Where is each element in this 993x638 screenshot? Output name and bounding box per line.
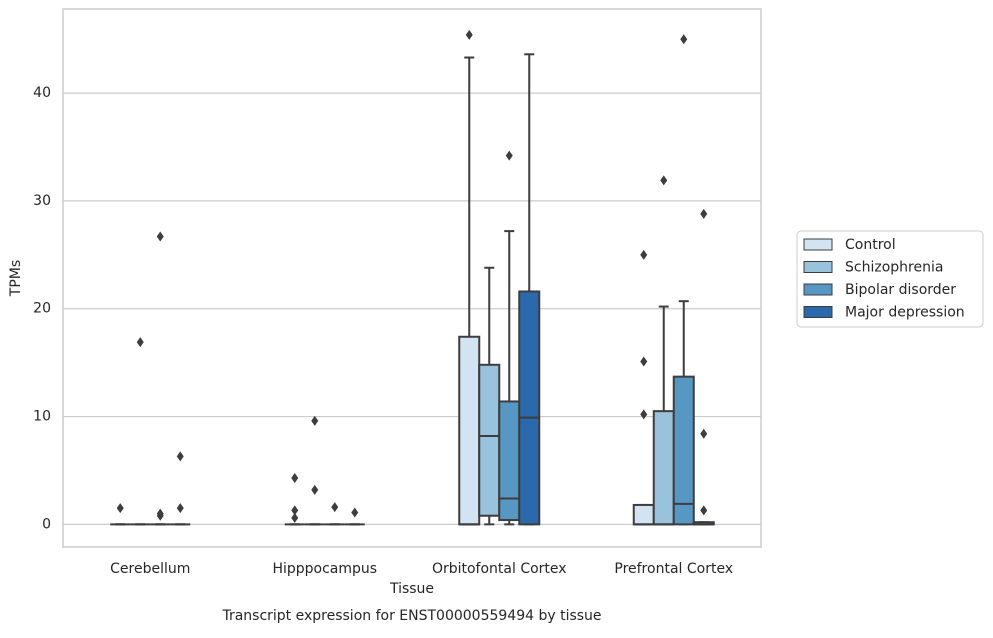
box [498,400,521,522]
y-tick-label: 10 [33,409,51,425]
outlier [660,175,668,186]
y-axis-label: TPMs [8,260,24,297]
outlier [351,507,359,518]
outlier [156,510,164,521]
outlier [136,337,144,348]
legend-frame [796,230,984,328]
plot-frame [62,8,762,548]
legend-swatch [803,261,833,273]
y-tick-label: 30 [33,193,51,209]
legend-label: Control [845,237,896,253]
outlier [291,472,299,483]
outlier [640,356,648,367]
outlier [291,512,299,523]
outlier [176,503,184,514]
outlier [700,428,708,439]
outlier [465,29,473,40]
x-axis-label: Tissue [389,581,434,597]
outlier [640,409,648,420]
y-tick-label: 40 [33,85,51,101]
x-tick-label: Hipppocampus [272,561,377,577]
x-tick-label: Cerebellum [110,561,190,577]
outlier [680,34,688,45]
box [632,503,655,526]
outlier [156,231,164,242]
box [518,290,541,526]
legend-label: Schizophrenia [845,260,943,276]
outlier [700,505,708,516]
outlier [331,502,339,513]
outlier [640,249,648,260]
legend-swatch [803,306,833,318]
outlier [116,503,124,514]
legend-swatch [803,283,833,296]
x-tick-label: Orbitofontal Cortex [432,561,567,577]
legend-label: Bipolar disorder [845,282,956,298]
box [672,375,695,526]
outlier [291,505,299,516]
outlier [311,415,319,426]
x-tick-label: Prefrontal Cortex [614,561,733,577]
outlier [311,484,319,495]
chart-title: Transcript expression for ENST0000055949… [221,608,601,624]
outlier [505,150,513,161]
legend-swatch [803,238,833,251]
y-tick-label: 0 [42,516,51,532]
box [478,363,501,517]
box [652,410,675,526]
legend-label: Major depression [845,305,965,321]
y-tick-label: 20 [33,301,51,317]
outlier [700,208,708,219]
box [458,335,481,526]
outlier [176,451,184,462]
